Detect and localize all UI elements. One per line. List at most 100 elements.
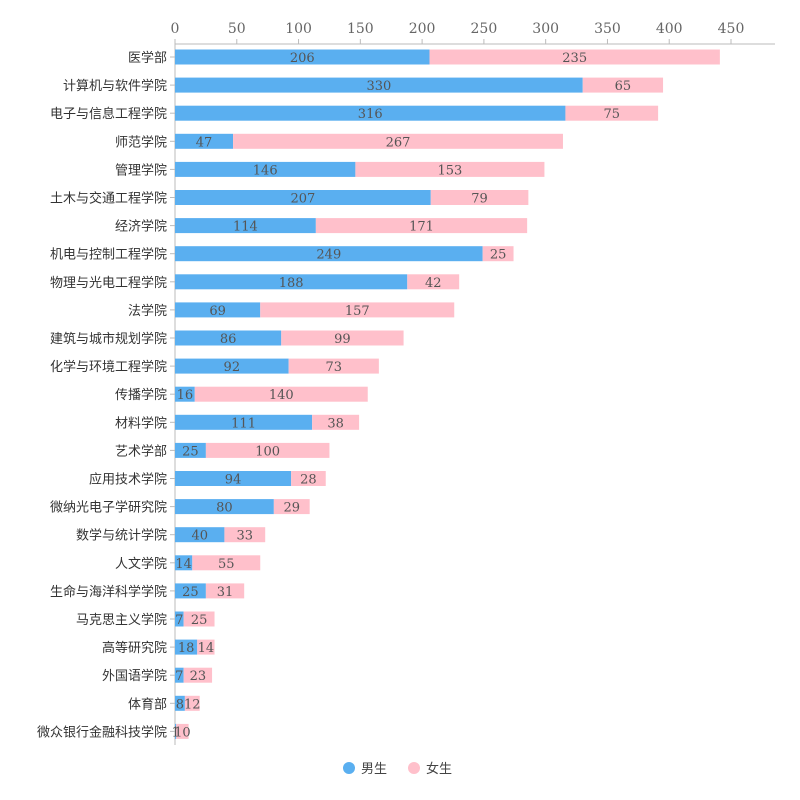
bar-male[interactable] bbox=[175, 471, 292, 486]
bar-label-male: 80 bbox=[216, 501, 233, 516]
bar-male[interactable] bbox=[175, 105, 566, 121]
bar-male[interactable] bbox=[175, 190, 431, 205]
x-tick-label: 100 bbox=[285, 21, 312, 37]
bar-male[interactable] bbox=[175, 667, 184, 683]
bar-female[interactable] bbox=[429, 49, 720, 65]
bar-male[interactable] bbox=[175, 695, 185, 711]
bar-female[interactable] bbox=[183, 667, 213, 683]
legend-marker-male[interactable] bbox=[343, 762, 355, 774]
bar-female[interactable] bbox=[315, 218, 528, 234]
bar-male[interactable] bbox=[175, 442, 206, 458]
bar-female[interactable] bbox=[224, 527, 266, 543]
category-label: 马克思主义学院 bbox=[76, 612, 167, 628]
bar-female[interactable] bbox=[184, 695, 200, 711]
bar-female[interactable] bbox=[291, 471, 326, 486]
bar-label-female: 42 bbox=[425, 276, 442, 291]
bar-label-male: 16 bbox=[177, 388, 194, 403]
bar-label-female: 99 bbox=[334, 332, 351, 347]
bar-label-female: 153 bbox=[437, 163, 462, 178]
legend-marker-female[interactable] bbox=[408, 762, 420, 774]
bar-label-female: 25 bbox=[191, 613, 208, 628]
x-tick-label: 450 bbox=[718, 21, 745, 37]
bar-label-male: 7 bbox=[175, 613, 183, 628]
category-label: 机电与控制工程学院 bbox=[50, 247, 167, 263]
category-label: 外国语学院 bbox=[102, 668, 167, 684]
bar-female[interactable] bbox=[281, 330, 404, 346]
bar-female[interactable] bbox=[194, 386, 368, 402]
x-tick-label: 350 bbox=[594, 21, 621, 37]
bar-female[interactable] bbox=[233, 133, 563, 149]
x-tick-label: 200 bbox=[409, 21, 436, 37]
bar-male[interactable] bbox=[175, 274, 408, 290]
bar-female[interactable] bbox=[183, 611, 215, 627]
bar-label-male: 7 bbox=[175, 669, 183, 684]
bar-label-male: 86 bbox=[220, 332, 237, 347]
bar-label-female: 29 bbox=[283, 501, 300, 516]
category-label: 师范学院 bbox=[115, 134, 167, 150]
bar-male[interactable] bbox=[175, 527, 225, 543]
bar-female[interactable] bbox=[355, 161, 545, 177]
bar-label-male: 69 bbox=[209, 304, 226, 319]
bar-label-female: 14 bbox=[198, 641, 215, 656]
category-label: 物理与光电工程学院 bbox=[50, 275, 167, 291]
bar-label-female: 267 bbox=[386, 135, 411, 150]
bar-female[interactable] bbox=[192, 555, 261, 571]
bar-male[interactable] bbox=[175, 639, 198, 655]
bar-male[interactable] bbox=[175, 133, 234, 149]
bar-male[interactable] bbox=[175, 499, 274, 515]
bar-label-female: 12 bbox=[184, 697, 201, 712]
category-label: 微众银行金融科技学院 bbox=[37, 724, 167, 740]
category-label: 微纳光电子学研究院 bbox=[50, 500, 167, 516]
bar-female[interactable] bbox=[205, 442, 330, 458]
bar-female[interactable] bbox=[205, 583, 245, 599]
bar-label-male: 14 bbox=[175, 557, 192, 572]
category-label: 法学院 bbox=[128, 303, 167, 319]
bar-male[interactable] bbox=[175, 246, 483, 262]
bar-male[interactable] bbox=[175, 161, 356, 177]
bar-male[interactable] bbox=[175, 611, 184, 627]
bar-female[interactable] bbox=[260, 302, 455, 318]
bar-label-female: 73 bbox=[325, 360, 342, 375]
bar-label-female: 235 bbox=[562, 51, 587, 66]
bar-female[interactable] bbox=[312, 414, 360, 430]
bar-male[interactable] bbox=[175, 555, 193, 571]
bar-female[interactable] bbox=[482, 246, 514, 262]
bar-label-female: 38 bbox=[327, 416, 344, 431]
bar-label-male: 47 bbox=[196, 135, 213, 150]
bar-female[interactable] bbox=[407, 274, 460, 290]
legend-label-male[interactable]: 男生 bbox=[361, 762, 387, 777]
bar-label-male: 92 bbox=[224, 360, 241, 375]
bar-female[interactable] bbox=[197, 639, 215, 655]
bar-male[interactable] bbox=[175, 723, 177, 739]
bar-male[interactable] bbox=[175, 49, 430, 65]
bar-label-male: 316 bbox=[358, 107, 383, 122]
bar-male[interactable] bbox=[175, 330, 282, 346]
bar-label-male: 40 bbox=[191, 529, 208, 544]
bar-male[interactable] bbox=[175, 414, 313, 430]
bar-label-female: 65 bbox=[615, 79, 632, 94]
bar-male[interactable] bbox=[175, 386, 195, 402]
category-label: 数学与统计学院 bbox=[76, 528, 167, 544]
bar-male[interactable] bbox=[175, 583, 206, 599]
bar-label-female: 55 bbox=[218, 557, 235, 572]
category-label: 土木与交通工程学院 bbox=[50, 191, 167, 207]
category-label: 应用技术学院 bbox=[89, 472, 167, 488]
bar-label-male: 207 bbox=[290, 192, 315, 207]
bar-female[interactable] bbox=[273, 499, 310, 515]
bar-female[interactable] bbox=[288, 358, 379, 374]
legend-label-female[interactable]: 女生 bbox=[426, 761, 452, 777]
bar-male[interactable] bbox=[175, 218, 316, 234]
bar-label-female: 140 bbox=[269, 388, 294, 403]
bar-male[interactable] bbox=[175, 302, 261, 318]
bar-female[interactable] bbox=[565, 105, 659, 121]
bar-label-male: 1 bbox=[171, 725, 179, 740]
bar-male[interactable] bbox=[175, 358, 289, 374]
bar-male[interactable] bbox=[175, 77, 583, 93]
bar-label-male: 94 bbox=[225, 473, 242, 488]
bar-female[interactable] bbox=[430, 190, 529, 205]
bar-label-male: 206 bbox=[290, 51, 315, 66]
bar-female[interactable] bbox=[176, 723, 189, 739]
bar-female[interactable] bbox=[582, 77, 664, 93]
bar-label-female: 79 bbox=[471, 192, 488, 207]
